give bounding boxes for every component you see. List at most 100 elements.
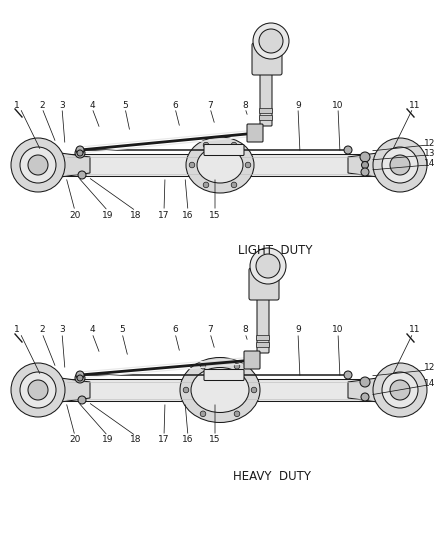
Circle shape [78, 396, 86, 404]
Circle shape [360, 152, 370, 162]
FancyBboxPatch shape [249, 268, 279, 300]
Circle shape [20, 372, 56, 408]
Text: 14: 14 [424, 158, 436, 167]
Circle shape [250, 248, 286, 284]
Circle shape [75, 373, 85, 383]
Text: 15: 15 [209, 211, 221, 220]
Circle shape [231, 142, 237, 148]
Circle shape [11, 138, 65, 192]
Text: 11: 11 [409, 101, 421, 109]
Text: 9: 9 [295, 101, 301, 109]
Circle shape [203, 142, 209, 148]
FancyBboxPatch shape [257, 343, 269, 348]
Text: 1: 1 [14, 326, 20, 335]
Text: HEAVY  DUTY: HEAVY DUTY [233, 470, 311, 482]
Ellipse shape [197, 147, 243, 183]
FancyBboxPatch shape [252, 43, 282, 75]
Polygon shape [348, 152, 385, 178]
Circle shape [77, 375, 83, 381]
Circle shape [373, 363, 427, 417]
Text: LIGHT  DUTY: LIGHT DUTY [238, 244, 312, 256]
Text: 19: 19 [102, 435, 114, 445]
FancyBboxPatch shape [252, 259, 276, 271]
Circle shape [361, 161, 368, 168]
Text: 10: 10 [332, 326, 344, 335]
FancyBboxPatch shape [247, 124, 263, 142]
Text: 20: 20 [69, 211, 81, 220]
FancyBboxPatch shape [62, 154, 375, 176]
FancyBboxPatch shape [204, 144, 244, 156]
Text: 6: 6 [172, 326, 178, 335]
Circle shape [361, 393, 369, 401]
FancyBboxPatch shape [259, 116, 272, 120]
Text: 17: 17 [158, 435, 170, 445]
Circle shape [231, 182, 237, 188]
Text: 19: 19 [102, 211, 114, 220]
Ellipse shape [186, 137, 254, 193]
Text: 11: 11 [409, 326, 421, 335]
Circle shape [76, 146, 84, 154]
Text: 3: 3 [59, 326, 65, 335]
Circle shape [360, 377, 370, 387]
FancyBboxPatch shape [259, 109, 272, 114]
FancyBboxPatch shape [260, 72, 272, 126]
Circle shape [344, 371, 352, 379]
Text: 13: 13 [424, 149, 436, 157]
Text: 4: 4 [89, 101, 95, 109]
Circle shape [76, 371, 84, 379]
Ellipse shape [180, 358, 260, 423]
Circle shape [256, 254, 280, 278]
Circle shape [253, 23, 289, 59]
Text: 5: 5 [119, 326, 125, 335]
Text: 20: 20 [69, 435, 81, 445]
Text: 2: 2 [39, 326, 45, 335]
Text: 5: 5 [122, 101, 128, 109]
Circle shape [382, 372, 418, 408]
Text: 16: 16 [182, 211, 194, 220]
FancyBboxPatch shape [62, 379, 375, 401]
Text: 12: 12 [424, 364, 436, 373]
Circle shape [361, 168, 369, 176]
Text: 14: 14 [424, 378, 436, 387]
Ellipse shape [191, 367, 249, 413]
Circle shape [183, 387, 189, 393]
Circle shape [390, 380, 410, 400]
Text: 16: 16 [182, 435, 194, 445]
Text: 3: 3 [59, 101, 65, 109]
FancyBboxPatch shape [244, 351, 260, 369]
Circle shape [344, 146, 352, 154]
Text: 7: 7 [207, 101, 213, 109]
Circle shape [189, 162, 195, 168]
Circle shape [78, 171, 86, 179]
Circle shape [251, 387, 257, 393]
Text: 10: 10 [332, 101, 344, 109]
Text: 18: 18 [130, 211, 142, 220]
Circle shape [234, 364, 240, 369]
Polygon shape [53, 377, 90, 403]
FancyBboxPatch shape [257, 297, 269, 353]
Circle shape [200, 364, 206, 369]
FancyBboxPatch shape [204, 369, 244, 381]
Circle shape [252, 128, 262, 138]
Circle shape [245, 162, 251, 168]
Text: 8: 8 [242, 101, 248, 109]
Text: 7: 7 [207, 326, 213, 335]
Circle shape [259, 29, 283, 53]
Circle shape [200, 411, 206, 417]
Text: 1: 1 [14, 101, 20, 109]
Circle shape [390, 155, 410, 175]
Text: 12: 12 [424, 139, 436, 148]
Text: 17: 17 [158, 211, 170, 220]
Circle shape [28, 155, 48, 175]
Circle shape [203, 182, 209, 188]
Circle shape [234, 411, 240, 417]
Circle shape [249, 355, 259, 365]
Text: 4: 4 [89, 326, 95, 335]
FancyBboxPatch shape [255, 34, 279, 46]
Polygon shape [348, 377, 385, 403]
Circle shape [373, 138, 427, 192]
Circle shape [75, 148, 85, 158]
Circle shape [28, 380, 48, 400]
Circle shape [20, 147, 56, 183]
Text: 9: 9 [295, 326, 301, 335]
